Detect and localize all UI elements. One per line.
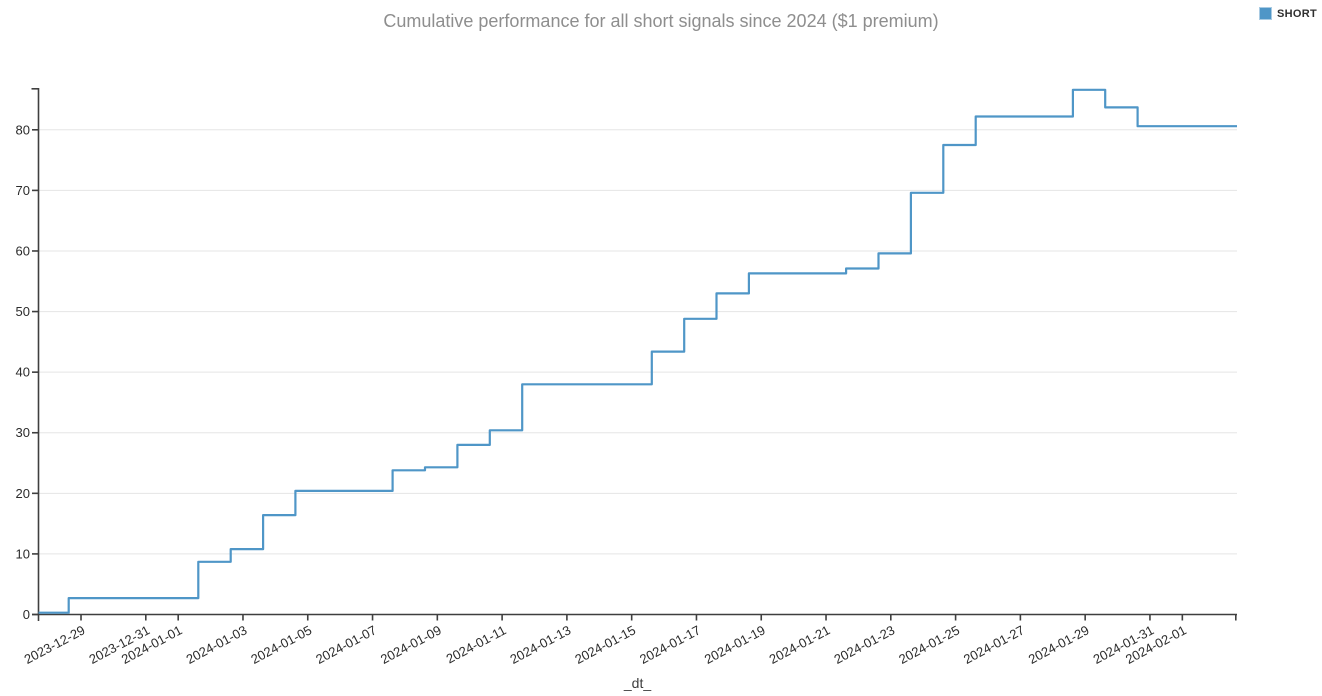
x-tick-label: 2024-01-07 [313,622,379,666]
series-line-short [38,88,1237,614]
x-tick-label: 2024-01-25 [896,622,962,666]
x-tick-label: 2024-01-27 [961,622,1027,666]
y-tick-label: 50 [16,304,30,319]
y-tick-label: 70 [16,183,30,198]
y-tick-label: 60 [16,243,30,258]
y-tick-label: 80 [16,122,30,137]
y-tick-label: 30 [16,425,30,440]
x-axis-title: _dt_ [623,675,652,691]
x-tick-label: 2024-01-17 [637,622,703,666]
x-tick-label: 2024-01-23 [831,622,897,666]
x-tick-label: 2024-01-29 [1026,622,1092,666]
legend[interactable]: SHORT [1259,7,1317,20]
x-tick-label: 2024-01-19 [702,622,768,666]
chart-title: Cumulative performance for all short sig… [383,11,939,31]
y-tick-label: 40 [16,365,30,380]
x-tick-label: 2024-01-03 [184,622,250,666]
x-tick-label: 2024-01-15 [572,622,638,666]
x-tick-label: 2024-01-05 [248,622,314,666]
x-tick-label: 2024-01-21 [767,622,833,666]
y-tick-label: 10 [16,546,30,561]
x-tick-label: 2023-12-29 [22,622,88,666]
y-tick-label: 0 [23,607,30,622]
legend-swatch-short [1259,7,1272,20]
legend-label-short: SHORT [1277,7,1317,20]
x-tick-label: 2024-01-13 [508,622,574,666]
x-tick-label: 2024-01-09 [378,622,444,666]
x-tick-label: 2024-01-11 [444,622,509,666]
y-tick-label: 20 [16,486,30,501]
